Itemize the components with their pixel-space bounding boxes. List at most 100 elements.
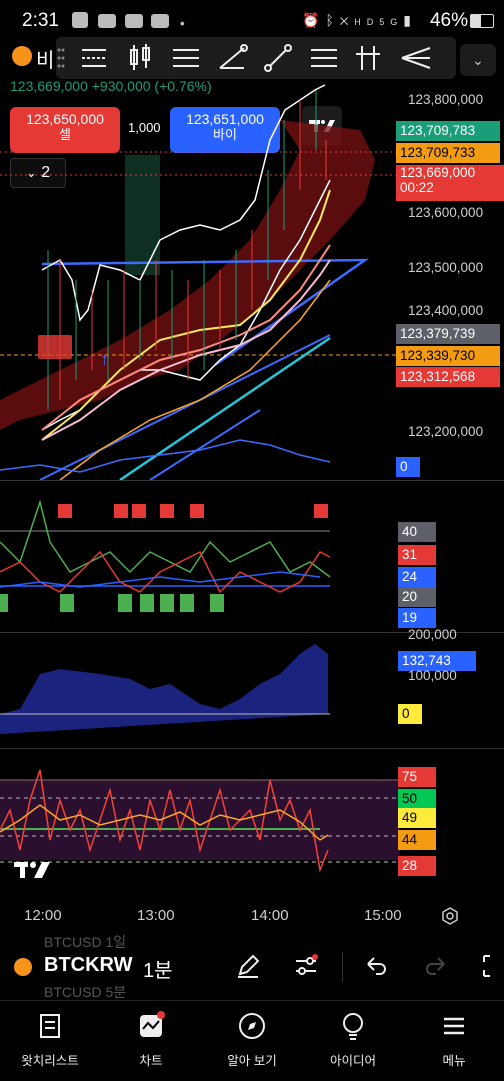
menu-icon [437, 1009, 471, 1043]
pitchfork-icon[interactable] [398, 40, 434, 76]
price-tag-orange: 123,709,733 [396, 143, 500, 163]
fullscreen-icon[interactable] [480, 952, 504, 980]
nav-menu[interactable]: 메뉴 [404, 1001, 504, 1069]
ghost-symbol-1: BTCUSD 1일 [44, 932, 126, 952]
rsi-panel[interactable] [0, 760, 400, 880]
dmi-tag-24: 24 [398, 567, 436, 587]
volume-axis-label-2: 100,000 [408, 668, 457, 683]
drag-handle-icon[interactable] [56, 43, 66, 73]
drawing-toolbar [56, 37, 456, 79]
volume-tag: 0 [396, 457, 420, 477]
highlight-zone-green [125, 155, 160, 275]
time-label-2: 13:00 [137, 907, 175, 924]
symbol-selector[interactable]: BTCKRW [44, 954, 133, 977]
bluetooth-icon: ᛒ [325, 12, 339, 28]
horizontal-lines-icon[interactable] [168, 40, 204, 76]
price-axis-label-3: 123,500,000 [408, 260, 483, 275]
adx-line [0, 572, 320, 587]
ghost-symbol-2: BTCUSD 5분 [44, 982, 126, 1002]
nav-watchlist[interactable]: 왓치리스트 [0, 1001, 100, 1069]
pane-divider-3 [0, 748, 504, 749]
system-status-icons: ⏰ᛒ✕HD5G▮ [302, 12, 417, 29]
long-position-icon[interactable] [352, 40, 388, 76]
dmi-tag-20: 20 [398, 587, 436, 607]
bitcoin-icon-small [14, 958, 32, 976]
volume-line [0, 440, 330, 472]
hd-voice-icon: HD [354, 17, 379, 27]
mute-icon: ✕ [340, 12, 354, 28]
price-axis-label-1: 123,800,000 [408, 92, 483, 107]
signal-icon: ▮ [403, 12, 417, 28]
price-tag-red: 123,312,568 [396, 367, 500, 387]
parallel-channel-icon[interactable] [306, 40, 342, 76]
nav-watchlist-label: 왓치리스트 [0, 1050, 100, 1069]
symbol-name[interactable]: 비 [36, 44, 54, 73]
nav-menu-label: 메뉴 [404, 1050, 504, 1069]
dmi-panel[interactable] [0, 482, 400, 630]
indicator-settings-icon[interactable] [292, 952, 320, 980]
nav-explore[interactable]: 알아 보기 [202, 1001, 302, 1069]
battery-icon [470, 14, 494, 28]
youtube-icon [125, 14, 143, 28]
price-tag-grey: 123,379,739 [396, 324, 500, 344]
pane-divider [0, 480, 504, 481]
undo-icon[interactable] [364, 954, 388, 978]
price-tag-orange-2: 123,339,730 [396, 346, 500, 366]
price-axis-label-4: 123,400,000 [408, 303, 483, 318]
tradingview-watermark-icon [14, 858, 54, 882]
redo-icon[interactable] [424, 954, 448, 978]
rsi-tag-75: 75 [398, 767, 436, 787]
status-bar: 2:31 • ⏰ᛒ✕HD5G▮ 46% [0, 0, 504, 40]
volume-axis-label-1: 200,000 [408, 627, 457, 642]
drawing-pen-icon[interactable] [234, 952, 262, 980]
time-label-1: 12:00 [24, 907, 62, 924]
bitcoin-icon[interactable] [12, 46, 32, 66]
sell-signals [58, 504, 328, 518]
time-label-4: 15:00 [364, 907, 402, 924]
trend-line-blue-2 [150, 410, 260, 480]
trend-angle-icon[interactable] [214, 40, 250, 76]
nav-ideas[interactable]: 아이디어 [303, 1001, 403, 1069]
main-price-chart[interactable]: ↑ [0, 80, 400, 480]
signal-marker-red [38, 335, 72, 359]
nav-ideas-label: 아이디어 [303, 1050, 403, 1069]
candlestick-icon[interactable] [122, 40, 158, 76]
buy-signals [0, 594, 224, 612]
candle-countdown: 00:22 [400, 180, 504, 195]
voicemail-icon [98, 14, 116, 28]
rsi-tag-28: 28 [398, 856, 436, 876]
more-notifications-icon: • [180, 15, 185, 31]
bottom-navigation: 왓치리스트 차트 알아 보기 아이디어 메뉴 [0, 1000, 504, 1081]
price-axis-label-2: 123,600,000 [408, 205, 483, 220]
settings-hex-icon[interactable] [440, 906, 460, 926]
dmi-tag-40: 40 [398, 522, 436, 542]
chevron-down-icon[interactable]: ⌄ [460, 44, 496, 76]
compass-icon [235, 1009, 269, 1043]
rsi-tag-44: 44 [398, 830, 436, 850]
nav-explore-label: 알아 보기 [202, 1050, 302, 1069]
chart-icon [134, 1009, 168, 1043]
notification-icons: • [72, 12, 185, 33]
price-tag-green: 123,709,783 [396, 121, 500, 141]
volume-histogram-panel[interactable] [0, 634, 400, 744]
5g-icon: 5G [379, 17, 403, 27]
arrow-up-icon: ↑ [100, 349, 109, 369]
time-label-3: 14:00 [251, 907, 289, 924]
rsi-tag-49: 49 [398, 808, 436, 828]
interval-selector[interactable]: 1분 [143, 954, 173, 983]
price-axis-label-5: 123,200,000 [408, 424, 483, 439]
alarm-icon: ⏰ [302, 12, 325, 28]
dmi-tag-19: 19 [398, 608, 436, 628]
current-price-tag: 123,669,000 00:22 [396, 165, 504, 201]
nav-chart[interactable]: 차트 [101, 1001, 201, 1069]
trend-line-icon[interactable] [260, 40, 296, 76]
battery-percent: 46% [430, 10, 468, 32]
status-time: 2:31 [22, 10, 59, 32]
watchlist-icon [33, 1009, 67, 1043]
dmi-tag-31: 31 [398, 545, 436, 565]
toolbar-separator [342, 952, 343, 982]
youtube-icon-2 [151, 14, 169, 28]
histogram-area [0, 644, 328, 734]
fib-retracement-icon[interactable] [76, 40, 112, 76]
rsi-tag-50: 50 [398, 789, 436, 809]
